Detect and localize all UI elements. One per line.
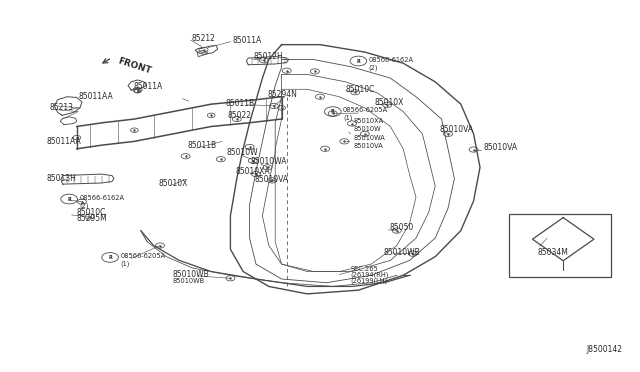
Text: 85010WA: 85010WA <box>353 135 385 141</box>
Text: 08566-6205A: 08566-6205A <box>343 108 388 113</box>
Text: 85010W: 85010W <box>353 126 381 132</box>
Text: 85011B: 85011B <box>188 141 217 150</box>
Text: 08566-6205A: 08566-6205A <box>120 253 166 259</box>
FancyBboxPatch shape <box>509 214 611 277</box>
Text: 85010X: 85010X <box>374 98 404 107</box>
Text: 85010VA: 85010VA <box>439 125 473 134</box>
Text: 85295M: 85295M <box>77 214 108 223</box>
Text: SEC.265: SEC.265 <box>351 266 378 272</box>
Text: 85010XA: 85010XA <box>236 167 270 176</box>
Text: J8500142: J8500142 <box>587 345 623 354</box>
Text: 85010VA: 85010VA <box>255 175 289 184</box>
Text: 85010C: 85010C <box>77 208 106 217</box>
Text: 08566-6162A: 08566-6162A <box>79 195 124 201</box>
Text: 85010WB: 85010WB <box>173 278 205 284</box>
Text: R: R <box>331 109 335 114</box>
Text: (1): (1) <box>343 115 353 121</box>
Text: (2): (2) <box>369 64 378 71</box>
Text: 85010W: 85010W <box>227 148 258 157</box>
Text: (26199(LH): (26199(LH) <box>351 277 388 284</box>
Text: 85011A: 85011A <box>232 36 262 45</box>
Text: (1): (1) <box>120 260 130 267</box>
Text: 85010WB: 85010WB <box>173 270 209 279</box>
Text: 85010C: 85010C <box>346 85 375 94</box>
Text: 85011AA: 85011AA <box>47 137 81 146</box>
Text: 85010XA: 85010XA <box>353 118 383 124</box>
Text: 85013H: 85013H <box>47 174 77 183</box>
Text: 85213: 85213 <box>49 103 73 112</box>
Text: 85012H: 85012H <box>253 52 283 61</box>
Text: (2): (2) <box>79 202 89 209</box>
Text: 08566-6162A: 08566-6162A <box>369 57 413 63</box>
Text: 85034M: 85034M <box>538 248 568 257</box>
Text: FRONT: FRONT <box>116 57 152 76</box>
Text: R: R <box>108 255 112 260</box>
Text: 85011A: 85011A <box>133 82 163 91</box>
Text: 85010WB: 85010WB <box>384 248 420 257</box>
Text: 85010WA: 85010WA <box>251 157 287 166</box>
Text: 85294N: 85294N <box>268 90 298 99</box>
Text: 85011AA: 85011AA <box>78 92 113 101</box>
Text: 85010X: 85010X <box>158 179 188 187</box>
Text: 85050: 85050 <box>389 223 413 232</box>
Text: (26194(RH): (26194(RH) <box>351 271 389 278</box>
Text: R: R <box>67 196 71 202</box>
Text: 85010VA: 85010VA <box>353 143 383 149</box>
Text: 85212: 85212 <box>192 34 216 43</box>
Text: 85011B: 85011B <box>226 99 255 108</box>
Text: 85022: 85022 <box>227 111 251 120</box>
Text: 85010VA: 85010VA <box>483 143 517 152</box>
Text: R: R <box>356 58 360 64</box>
